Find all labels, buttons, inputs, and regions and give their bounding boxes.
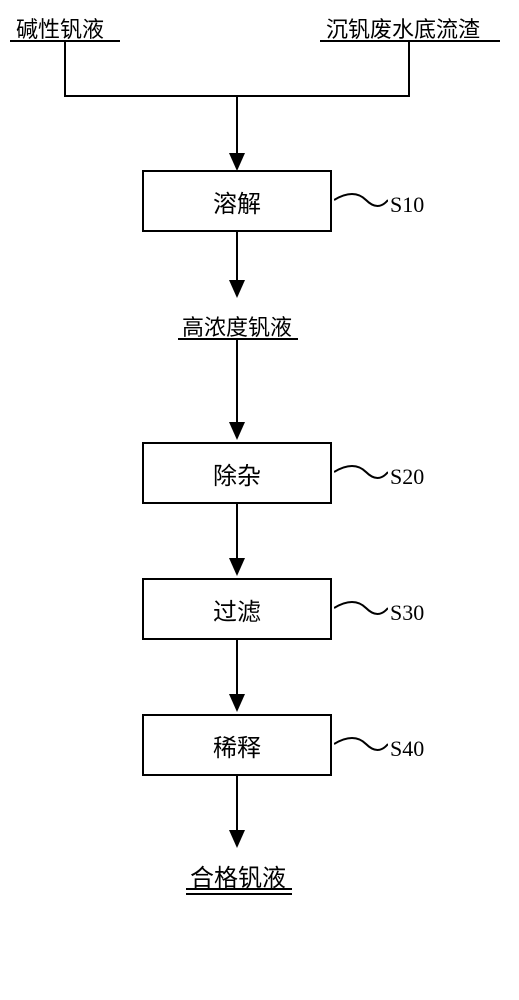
step-s40-label: S40 [390,736,424,762]
input-left-stem [64,42,66,95]
step-s20-connector [334,464,388,488]
step-s20-box: 除杂 [142,442,332,504]
merge-down [236,95,238,153]
step-s40-connector [334,736,388,760]
arrow-s10-mid-line [236,232,238,280]
input-right-stem [408,42,410,95]
arrow-mid-s20-line [236,340,238,422]
arrow-s10-mid-head [229,280,245,298]
arrow-s30-s40-head [229,694,245,712]
step-s40-text: 稀释 [213,728,261,763]
arrow-s20-s30-head [229,558,245,576]
input-right-underline [320,40,500,42]
step-s10-label: S10 [390,192,424,218]
flowchart-canvas: 碱性钒液 沉钒废水底流渣 溶解 S10 高浓度钒液 除杂 S20 过滤 S30 [0,0,519,1000]
arrow-s20-s30-line [236,504,238,558]
step-s10-box: 溶解 [142,170,332,232]
step-s30-text: 过滤 [213,592,261,627]
step-s20-label: S20 [390,464,424,490]
step-s30-connector [334,600,388,624]
step-s30-label: S30 [390,600,424,626]
intermediate-underline [178,338,298,340]
step-s40-box: 稀释 [142,714,332,776]
step-s10-text: 溶解 [213,184,261,219]
arrow-s40-out-line [236,776,238,830]
output-double-underline [186,888,292,898]
merge-arrow [229,153,245,171]
step-s10-connector [334,192,388,216]
arrow-mid-s20-head [229,422,245,440]
step-s20-text: 除杂 [213,456,261,491]
step-s30-box: 过滤 [142,578,332,640]
arrow-s30-s40-line [236,640,238,694]
arrow-s40-out-head [229,830,245,848]
